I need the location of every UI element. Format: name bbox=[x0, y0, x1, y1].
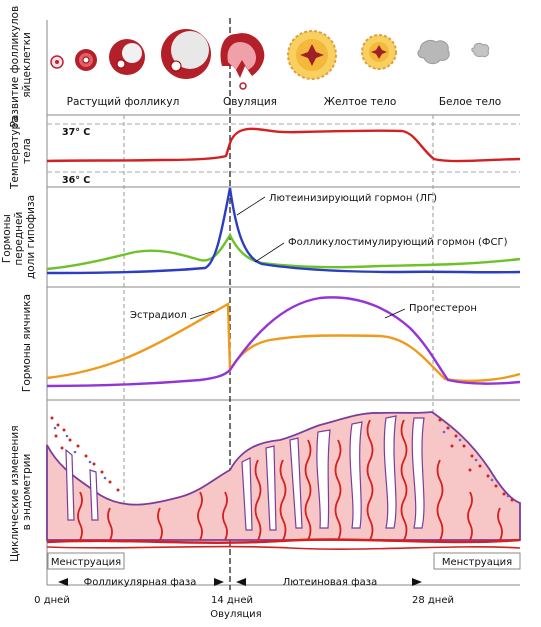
day-guides bbox=[123, 115, 434, 540]
corpus-albicans-small bbox=[471, 42, 490, 58]
temperature-curve bbox=[46, 127, 521, 163]
follicle-secondary bbox=[75, 49, 97, 71]
basal-vessel bbox=[46, 538, 521, 544]
follicle-mature bbox=[161, 29, 211, 79]
row-label-pituitary: Гормоны передней доли гипофиза bbox=[1, 195, 37, 279]
spiral-arteries bbox=[77, 419, 503, 541]
day-14-label: 14 дней bbox=[211, 595, 253, 606]
row-label-endometrium: Циклические изменения в эндометрии bbox=[9, 422, 33, 562]
corpus-albicans-large bbox=[417, 39, 450, 65]
day-14-caption: Овуляция bbox=[210, 609, 261, 620]
temp-36-label: 36° C bbox=[62, 175, 90, 186]
basal-vessel-2 bbox=[46, 545, 521, 550]
estradiol-label: Эстрадиол bbox=[130, 310, 187, 321]
row-label-follicles: Развитие фолликулов яйцеклетки bbox=[9, 3, 33, 128]
estradiol-curve bbox=[46, 301, 521, 383]
luteal-phase-label: Лютеиновая фаза bbox=[283, 577, 377, 588]
row-label-temperature: Температура тела bbox=[9, 113, 33, 190]
menstruation-right-label: Менструация bbox=[442, 557, 512, 568]
endometrium-glands bbox=[65, 415, 425, 531]
menstrual-shedding-dots bbox=[50, 416, 514, 502]
temp-37-label: 37° C bbox=[62, 127, 90, 138]
fsh-label: Фолликулостимулирующий гормон (ФСГ) bbox=[288, 237, 508, 248]
day-0-label: 0 дней bbox=[34, 595, 70, 606]
timeline: 0 дней 14 дней Овуляция 28 дней bbox=[34, 595, 454, 620]
progesterone-label: Прогестерон bbox=[409, 303, 477, 314]
stage-growing-follicle: Растущий фолликул bbox=[67, 96, 180, 108]
corpus-luteum-small bbox=[361, 34, 397, 70]
menstrual-shedding-dots-blue bbox=[53, 426, 510, 498]
stage-yellow-body: Желтое тело bbox=[324, 96, 397, 108]
follicular-phase-label: Фолликулярная фаза bbox=[84, 577, 197, 588]
lh-label: Лютеинизирующий гормон (ЛГ) bbox=[269, 193, 437, 204]
lh-curve bbox=[46, 187, 521, 275]
menstruation-left-label: Менструация bbox=[51, 557, 121, 568]
temperature-row: 37° C 36° C bbox=[46, 123, 521, 186]
follicular-arrow-right bbox=[214, 578, 224, 586]
endometrium-row bbox=[46, 411, 521, 550]
luteal-arrow-right bbox=[412, 578, 422, 586]
day-28-label: 28 дней bbox=[412, 595, 454, 606]
luteal-arrow-left bbox=[236, 578, 246, 586]
phase-bar: Менструация Менструация Фолликулярная фа… bbox=[47, 552, 521, 588]
corpus-luteum-large bbox=[287, 30, 337, 80]
ovarian-row: Эстрадиол Прогестерон bbox=[46, 296, 521, 388]
follicle-row: Растущий фолликул Овуляция Желтое тело Б… bbox=[50, 29, 501, 108]
follicle-ovulation bbox=[220, 33, 265, 90]
stage-white-body: Белое тело bbox=[439, 96, 501, 108]
follicle-antral bbox=[109, 39, 145, 75]
pituitary-row: Лютеинизирующий гормон (ЛГ) Фолликулости… bbox=[46, 187, 521, 275]
stage-ovulation: Овуляция bbox=[223, 96, 277, 108]
fsh-curve bbox=[46, 232, 521, 271]
progesterone-curve bbox=[46, 296, 521, 388]
follicular-arrow-left bbox=[58, 578, 68, 586]
follicle-primary bbox=[50, 55, 64, 69]
row-label-ovarian: Гормоны яичника bbox=[21, 294, 33, 392]
